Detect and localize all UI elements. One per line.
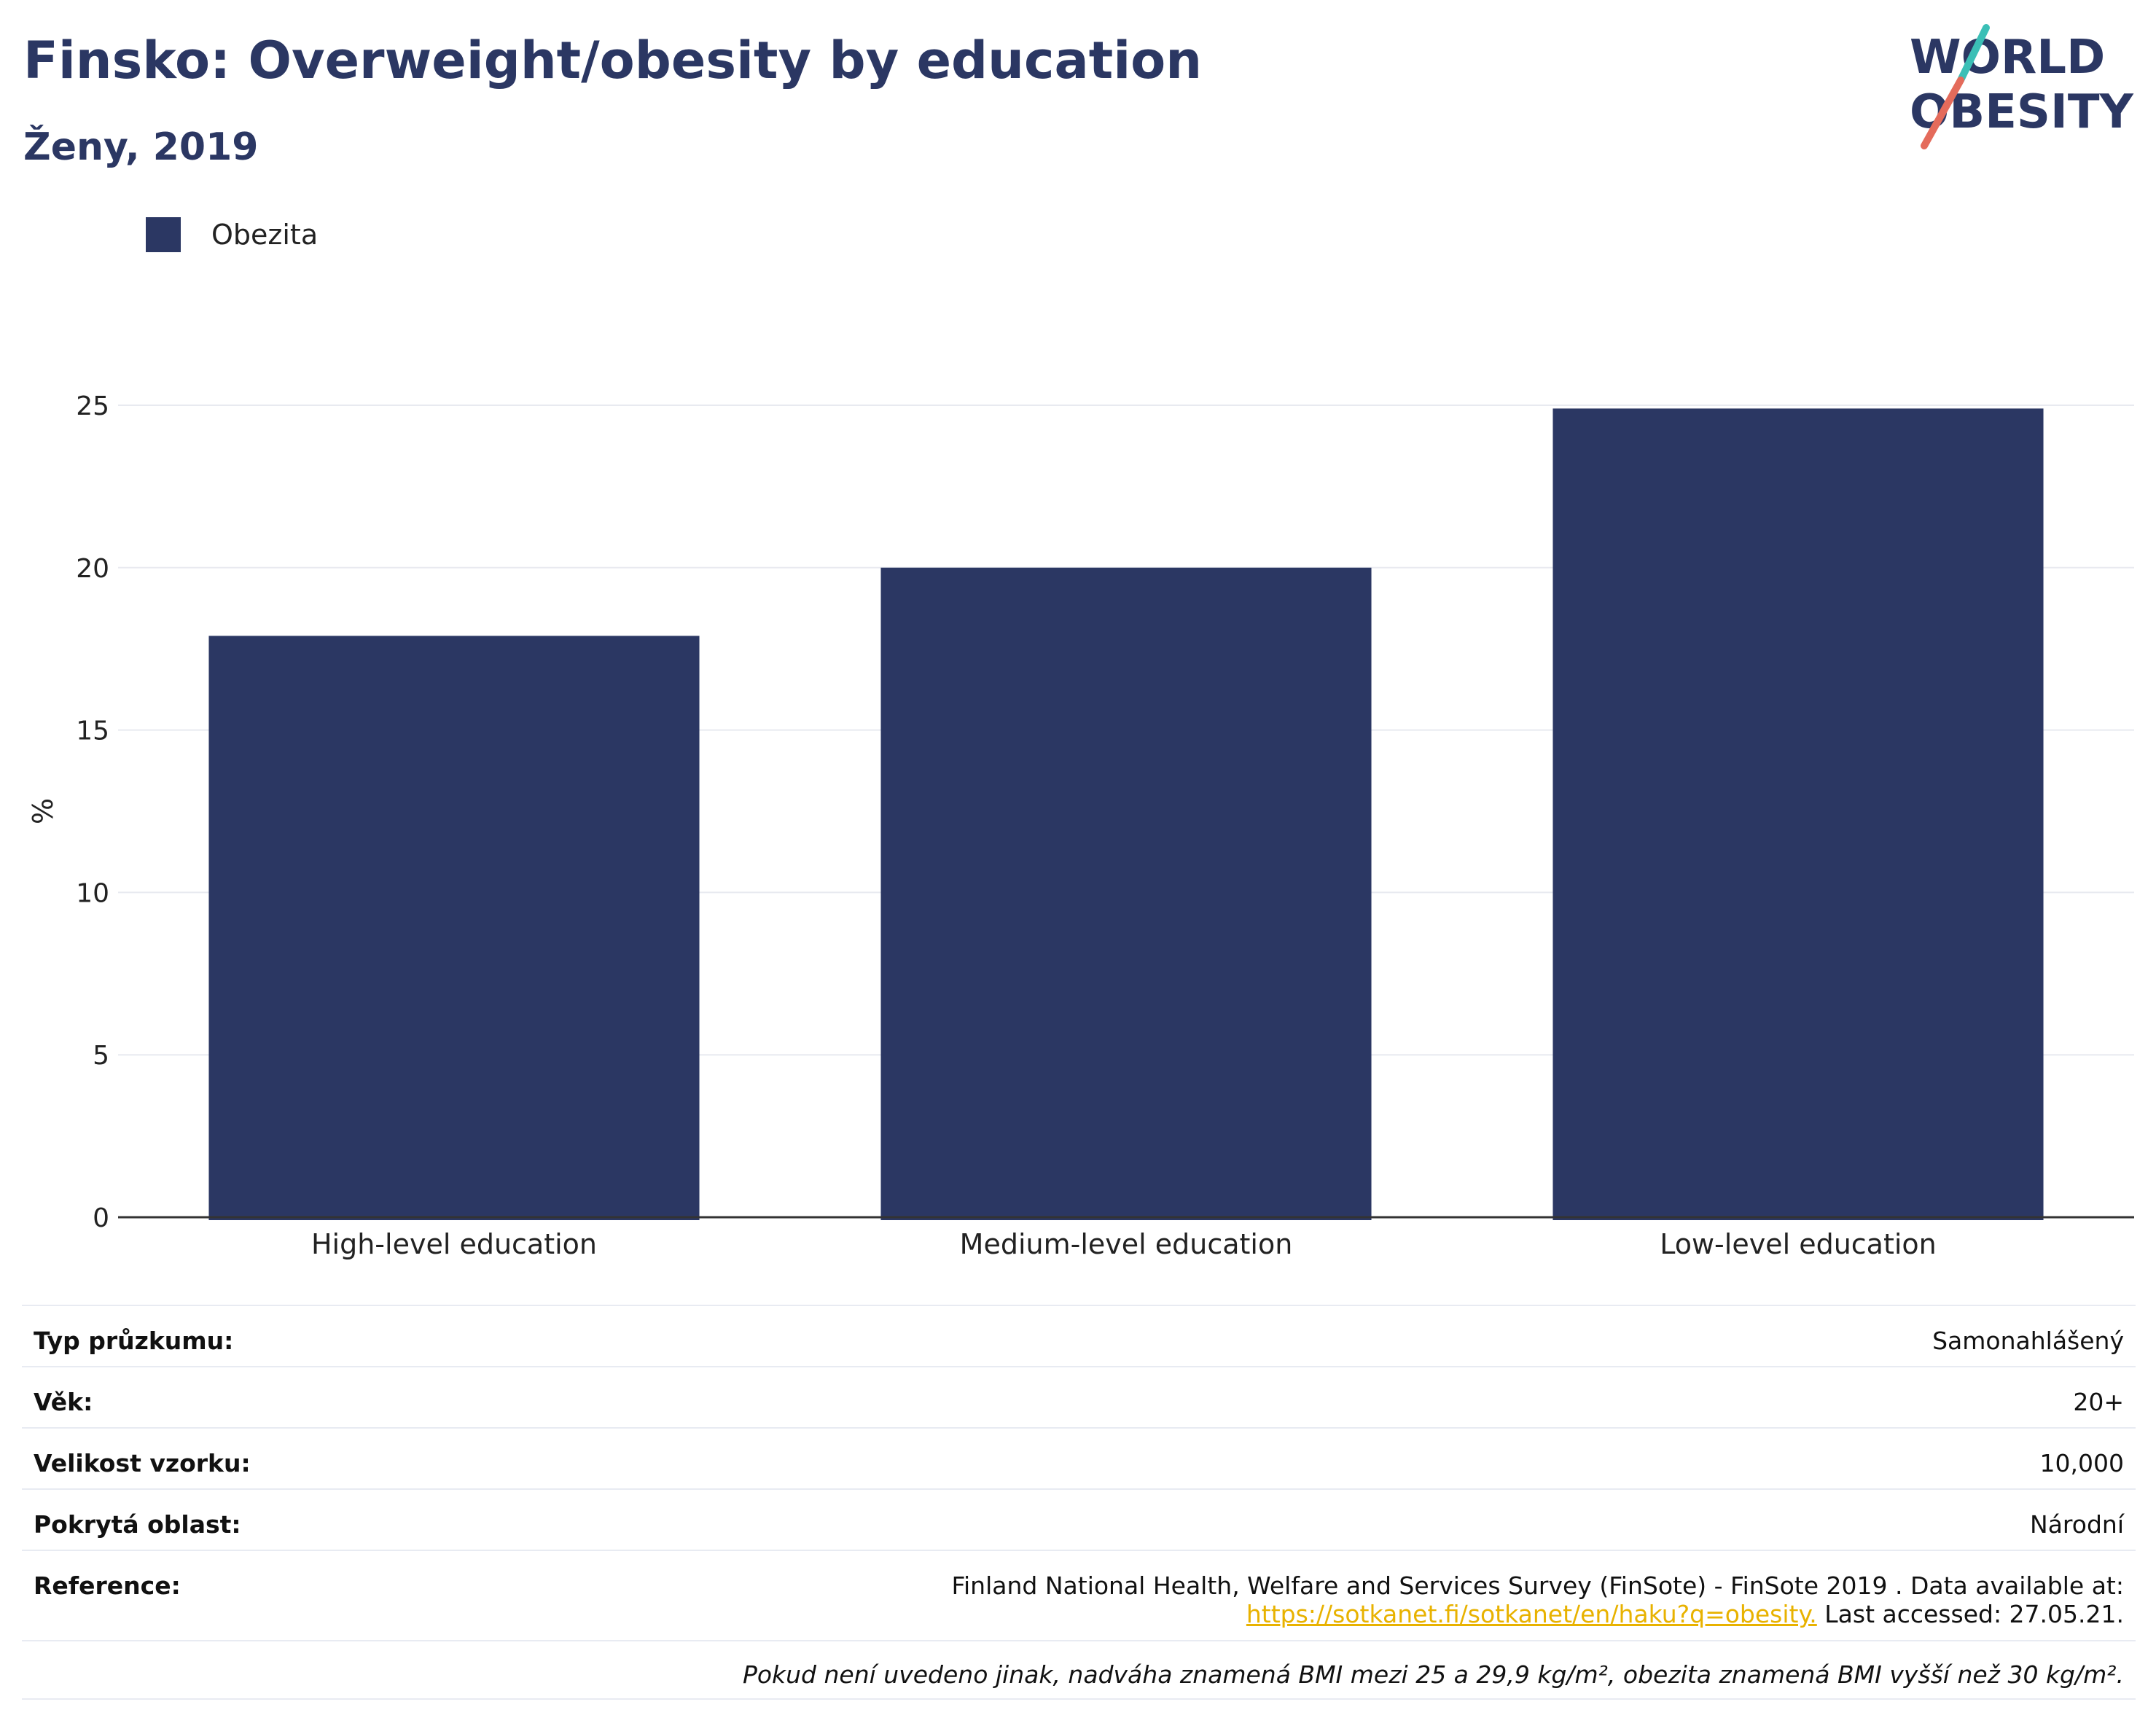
y-tick-label: 15 <box>76 716 109 746</box>
y-tick-label: 20 <box>76 554 109 584</box>
info-row-sample: Velikost vzorku: 10,000 <box>22 1427 2136 1488</box>
x-tick-label: High-level education <box>311 1228 597 1260</box>
y-tick-label: 5 <box>93 1041 109 1071</box>
x-tick-label: Low-level education <box>1660 1228 1937 1260</box>
sample-value: 10,000 <box>2039 1449 2124 1477</box>
bar <box>208 636 700 1220</box>
info-row-age: Věk: 20+ <box>22 1366 2136 1427</box>
info-row-area: Pokrytá oblast: Národní <box>22 1488 2136 1550</box>
info-row-survey-type: Typ průzkumu: Samonahlášený <box>22 1305 2136 1366</box>
y-tick-label: 25 <box>76 391 109 421</box>
reference-label: Reference: <box>34 1571 181 1600</box>
bar-chart: 0 5 10 15 20 25% High-level education Medium-le… <box>27 391 2134 1260</box>
age-label: Věk: <box>34 1388 93 1416</box>
area-label: Pokrytá oblast: <box>34 1510 241 1539</box>
legend-label: Obezita <box>211 219 319 251</box>
area-value: Národní <box>2030 1510 2124 1539</box>
y-tick-label: 10 <box>76 878 109 908</box>
info-table: Typ průzkumu: Samonahlášený Věk: 20+ Vel… <box>22 1305 2136 1700</box>
bar <box>1552 408 2044 1220</box>
reference-accessed: Last accessed: 27.05.21. <box>1816 1600 2124 1628</box>
y-axis-label: % <box>27 798 59 824</box>
reference-value: Finland National Health, Welfare and Ser… <box>951 1551 2124 1640</box>
bar <box>880 567 1372 1220</box>
reference-text: Finland National Health, Welfare and Ser… <box>951 1571 2124 1600</box>
footnote: Pokud není uvedeno jinak, nadváha znamen… <box>22 1640 2136 1700</box>
info-row-reference: Reference: Finland National Health, Welf… <box>22 1550 2136 1640</box>
survey-type-label: Typ průzkumu: <box>34 1327 234 1355</box>
reference-line-2: https://sotkanet.fi/sotkanet/en/haku?q=o… <box>951 1600 2124 1628</box>
legend-swatch <box>146 217 181 252</box>
x-tick-label: Medium-level education <box>960 1228 1293 1260</box>
reference-link[interactable]: https://sotkanet.fi/sotkanet/en/haku?q=o… <box>1246 1600 1817 1628</box>
chart-title: Finsko: Overweight/obesity by education <box>23 31 1203 90</box>
survey-type-value: Samonahlášený <box>1932 1327 2124 1355</box>
age-value: 20+ <box>2073 1388 2124 1416</box>
svg-text:WORLD: WORLD <box>1910 31 2105 85</box>
y-tick-label: 0 <box>93 1203 109 1233</box>
world-obesity-logo: WORLD OBESITY <box>1910 24 2133 149</box>
chart-subtitle: Ženy, 2019 <box>23 125 259 169</box>
sample-label: Velikost vzorku: <box>34 1449 251 1477</box>
legend: Obezita <box>146 217 318 252</box>
